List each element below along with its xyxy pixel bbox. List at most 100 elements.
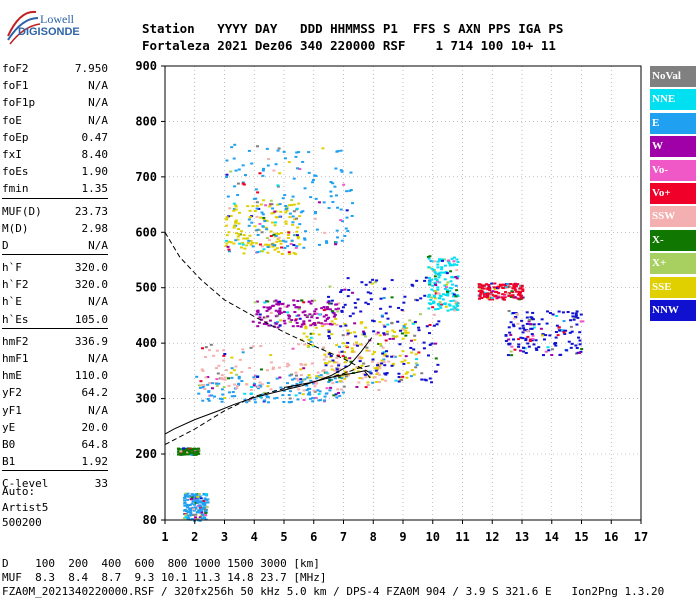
param-value: N/A <box>88 113 108 127</box>
echo-point <box>289 400 293 403</box>
auto-version: 500200 <box>2 516 42 529</box>
echo-point <box>511 323 515 326</box>
echo-point <box>524 330 528 333</box>
echo-point <box>330 333 334 336</box>
echo-point <box>436 286 440 289</box>
echo-point <box>513 348 517 351</box>
echo-point <box>295 167 299 170</box>
echo-point <box>274 322 278 325</box>
param-value: 105.0 <box>74 312 108 326</box>
x-tick-label: 3 <box>221 530 228 544</box>
echo-point <box>338 376 342 379</box>
echo-point <box>391 329 395 332</box>
echo-point <box>275 396 279 399</box>
echo-point <box>508 342 512 345</box>
echo-point <box>343 370 347 373</box>
echo-point <box>196 501 200 504</box>
param-name: h`E <box>2 295 22 309</box>
echo-point <box>382 351 386 354</box>
echo-point <box>378 373 382 376</box>
echo-point <box>267 324 271 327</box>
echo-point <box>314 381 318 384</box>
echo-point <box>348 331 352 334</box>
echo-point <box>269 311 273 314</box>
echo-point <box>190 493 194 496</box>
footer-info: D 100 200 400 600 800 1000 1500 3000 [km… <box>2 557 664 599</box>
echo-point <box>333 322 337 325</box>
echo-point <box>501 293 505 296</box>
echo-point <box>200 517 204 520</box>
echo-point <box>300 363 304 366</box>
echo-point <box>499 283 503 286</box>
echo-point <box>393 335 397 338</box>
echo-point <box>303 310 307 313</box>
echo-point <box>254 197 258 200</box>
echo-point <box>288 212 292 215</box>
x-tick-label: 6 <box>310 530 317 544</box>
echo-point <box>433 281 437 284</box>
echo-point <box>335 303 339 306</box>
echo-point <box>378 367 382 370</box>
param-row: h`F 320.0 <box>2 259 108 276</box>
echo-point <box>313 323 317 326</box>
echo-point <box>177 449 181 452</box>
echo-point <box>391 362 395 365</box>
echo-point <box>185 504 189 507</box>
echo-point <box>345 357 349 360</box>
echo-point <box>313 217 317 220</box>
echo-point <box>352 350 356 353</box>
echo-point <box>291 378 295 381</box>
echo-point <box>522 346 526 349</box>
param-name: foE <box>2 113 22 127</box>
echo-point <box>192 497 196 500</box>
echo-point <box>431 284 435 287</box>
echo-point <box>330 310 334 313</box>
echo-point <box>295 217 299 220</box>
echo-point <box>456 308 460 311</box>
echo-point <box>276 185 280 188</box>
echo-point <box>182 517 186 520</box>
echo-point <box>422 341 426 344</box>
echo-point <box>264 226 268 229</box>
echo-point <box>369 372 373 375</box>
param-name: foF1p <box>2 96 36 110</box>
echo-point <box>235 387 239 390</box>
legend-item-sse: SSE <box>650 276 696 298</box>
echo-point <box>410 369 414 372</box>
echo-point <box>426 354 430 357</box>
echo-point <box>478 295 482 298</box>
echo-point <box>234 169 238 172</box>
echo-point <box>266 300 270 303</box>
echo-point <box>199 500 203 503</box>
echo-point <box>302 246 306 249</box>
param-row: B0 64.8 <box>2 436 108 453</box>
legend-item-vo-: Vo+ <box>650 182 696 204</box>
echo-point <box>323 399 327 402</box>
echo-point <box>288 253 292 256</box>
y-tick-label: 500 <box>135 281 157 295</box>
echo-point <box>544 334 548 337</box>
echo-point <box>558 329 562 332</box>
echo-point <box>242 252 246 255</box>
echo-point <box>259 216 263 219</box>
echo-point <box>208 394 212 397</box>
echo-point <box>198 505 202 508</box>
echo-point <box>301 160 305 163</box>
echo-point <box>439 306 443 309</box>
echo-point <box>518 327 522 330</box>
echo-point <box>194 453 198 456</box>
echo-point <box>313 390 317 393</box>
echo-point <box>329 354 333 357</box>
echo-point <box>374 369 378 372</box>
echo-point <box>346 277 350 280</box>
echo-point <box>433 370 437 373</box>
echo-point <box>431 260 435 263</box>
echo-point <box>354 306 358 309</box>
echo-point <box>271 368 275 371</box>
echo-point <box>405 376 409 379</box>
echo-point <box>327 207 331 210</box>
echo-point <box>446 309 450 312</box>
echo-point <box>227 231 231 234</box>
echo-point <box>177 453 181 456</box>
echo-point <box>364 335 368 338</box>
